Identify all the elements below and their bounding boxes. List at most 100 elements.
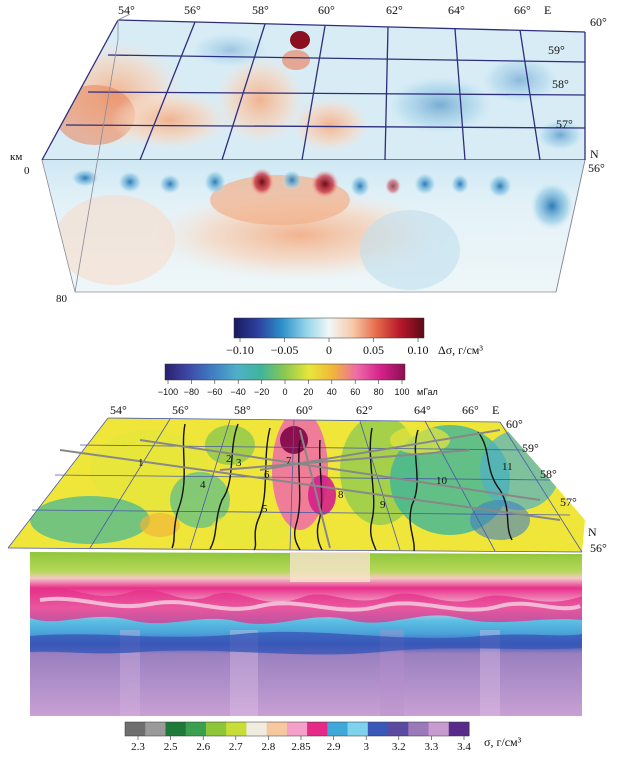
sigma-color-block: [367, 722, 389, 736]
bottom-lon-label: 58°: [234, 403, 251, 417]
sigma-color-block: [246, 722, 268, 736]
gravity-tick-labels: −100 −80 −60 −40 −20 0 20 40 60 80 100: [158, 380, 410, 397]
tick-label: 3.4: [457, 741, 471, 753]
sigma-tick-labels: 2.3 2.5 2.6 2.7 2.8 2.85 2.9 3 3.2 3.3 3.4: [131, 736, 471, 753]
top-lon-labels: 54° 56° 58° 60° 62° 64° 66° E: [118, 3, 551, 17]
top-box-frame: [41, 13, 586, 293]
sigma-color-block: [286, 722, 308, 736]
tick-label: 0.10: [408, 343, 429, 357]
sigma-color-block: [185, 722, 207, 736]
top-north-label: N: [590, 147, 599, 161]
gravity-colorbar: −100 −80 −60 −40 −20 0 20 40 60 80 100 мГал: [158, 363, 438, 397]
sigma-color-block: [428, 722, 450, 736]
top-lon-label: 58°: [252, 3, 269, 17]
bottom-lon-label: 66°: [462, 403, 479, 417]
tick-label: 100: [394, 387, 409, 397]
top-lat-label: 56°: [588, 161, 605, 175]
zone-label: 11: [502, 461, 513, 473]
density-tick-labels: −0.10 −0.05 0 0.05 0.10: [226, 338, 429, 357]
bottom-lat-label: 57°: [560, 495, 577, 509]
zone-label: 10: [436, 475, 448, 487]
bottom-lon-label: 60°: [296, 403, 313, 417]
tick-label: 2.5: [164, 741, 178, 753]
tick-label: 3: [363, 741, 369, 753]
tick-label: 3.3: [425, 741, 439, 753]
upper-crust-anomalies: [30, 587, 582, 624]
zone-label: 6: [264, 469, 270, 481]
zone-label: 2: [226, 453, 232, 465]
sigma-unit-label: σ, г/см³: [484, 735, 522, 749]
sigma-color-block: [165, 722, 187, 736]
zone-label: 7: [286, 455, 292, 467]
tick-label: 80: [374, 387, 384, 397]
zone-label: 8: [338, 489, 344, 501]
tick-label: 2.8: [262, 741, 276, 753]
bottom-lat-label: 56°: [590, 541, 607, 555]
sigma-color-block: [307, 722, 328, 736]
bottom-lat-label: 60°: [506, 417, 523, 431]
sigma-color-block: [205, 722, 227, 736]
top-lat-label: 57°: [556, 117, 573, 131]
tick-label: 3.2: [392, 741, 406, 753]
bottom-lat-label: 58°: [540, 467, 557, 481]
sigma-color-block: [266, 722, 288, 736]
bottom-lon-label: 64°: [414, 403, 431, 417]
tick-label: 2.7: [229, 741, 243, 753]
tick-label: 60: [350, 387, 360, 397]
tick-label: −60: [207, 387, 222, 397]
top-block-model: км 0 80 54° 56° 58° 60° 62° 64° 66° E 60…: [10, 3, 607, 305]
bottom-lon-label: 62°: [356, 403, 373, 417]
zone-labels: 1 2 3 4 5 6 7 8 9 10 11: [138, 453, 513, 515]
density-colorbar-fill: [233, 317, 425, 339]
top-lon-label: 60°: [318, 3, 335, 17]
top-lon-label: 56°: [184, 3, 201, 17]
zone-label: 3: [236, 457, 242, 469]
sigma-colorbar: 2.3 2.5 2.6 2.7 2.8 2.85 2.9 3 3.2 3.3 3.4 σ, г/см…: [124, 721, 522, 753]
bottom-lon-label: 56°: [172, 403, 189, 417]
bottom-lat-label: 59°: [522, 441, 539, 455]
tick-label: 2.3: [131, 741, 145, 753]
sigma-color-block: [388, 722, 409, 736]
tick-label: 2.85: [291, 741, 311, 753]
gravity-unit-label: мГал: [417, 387, 438, 397]
bottom-block-model: 1 2 3 4 5 6 7 8 9 10 11 54° 56° 58° 60° …: [7, 403, 607, 716]
sigma-color-block: [226, 722, 247, 736]
tick-label: −40: [231, 387, 246, 397]
zone-label: 4: [200, 479, 206, 491]
top-lat-label: 60°: [590, 15, 607, 29]
profile-lines: [59, 429, 561, 549]
tick-label: 40: [327, 387, 337, 397]
top-lat-label: 58°: [552, 77, 569, 91]
tick-label: −20: [254, 387, 269, 397]
top-lon-label: 66°: [514, 3, 531, 17]
zone-label: 5: [262, 503, 268, 515]
tick-label: 20: [303, 387, 313, 397]
top-lat-label: 59°: [548, 43, 565, 57]
tick-label: −100: [158, 387, 178, 397]
tick-label: 0: [282, 387, 287, 397]
tick-label: 0.05: [363, 343, 384, 357]
bottom-lat-labels: 60° 59° 58° 57° N 56°: [506, 417, 607, 555]
gravity-colorbar-fill: [164, 363, 406, 381]
tick-label: −0.05: [271, 343, 299, 357]
bottom-north-label: N: [588, 525, 597, 539]
density-unit-label: Δσ, г/см³: [438, 343, 483, 357]
top-lon-label: 62°: [386, 3, 403, 17]
top-lon-label: 54°: [118, 3, 135, 17]
sigma-color-block: [408, 722, 430, 736]
lower-crust-band: [30, 631, 582, 655]
sigma-color-block: [125, 722, 146, 736]
sigma-color-block: [145, 722, 166, 736]
sigma-color-block: [327, 722, 349, 736]
depth-unit-label: км: [10, 151, 22, 163]
top-lat-labels: 60° 59° 58° 57° N 56°: [548, 15, 607, 175]
sigma-color-block: [347, 722, 369, 736]
tick-label: 0: [326, 343, 332, 357]
sigma-color-block: [448, 722, 470, 736]
zone-label: 1: [138, 457, 144, 469]
bottom-lon-labels: 54° 56° 58° 60° 62° 64° 66° E: [110, 403, 499, 417]
top-lon-label: 64°: [448, 3, 465, 17]
bottom-lon-label: 54°: [110, 403, 127, 417]
density-colorbar: −0.10 −0.05 0 0.05 0.10 Δσ, г/см³: [226, 317, 483, 357]
